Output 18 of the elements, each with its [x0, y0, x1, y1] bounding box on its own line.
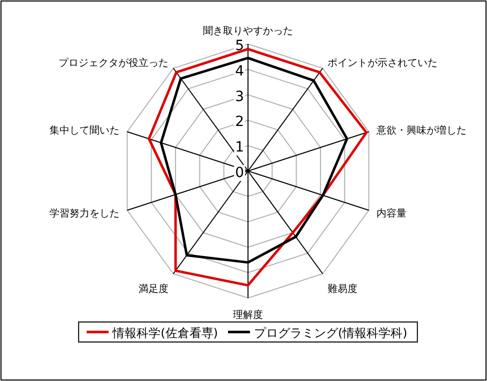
y-tick-label: 2 — [235, 114, 244, 130]
y-tick-label: 4 — [235, 63, 244, 80]
spoke-label: 意欲・興味が増した — [375, 124, 466, 136]
spoke-label: 学習努力をした — [50, 208, 120, 220]
legend-label: プログラミング(情報科学科) — [254, 326, 408, 340]
y-tick-label: 1 — [235, 140, 244, 156]
y-tick-label: 5 — [235, 38, 244, 54]
spoke-label: ポイントが示されていた — [327, 58, 438, 69]
spoke-label: 理解度 — [233, 309, 263, 321]
spoke-label: プロジェクタが役立った — [58, 56, 169, 69]
spoke-label: 集中して聞いた — [50, 124, 120, 136]
spoke-label: 聞き取りやすかった — [203, 25, 293, 37]
spoke-label: 内容量 — [376, 208, 406, 220]
y-tick-label: 0 — [235, 165, 244, 181]
spoke-label: 満足度 — [138, 283, 169, 296]
y-tick-label: 3 — [235, 88, 244, 105]
spoke-label: 難易度 — [327, 283, 358, 296]
legend-label: 情報科学(佐倉看専) — [112, 326, 218, 340]
